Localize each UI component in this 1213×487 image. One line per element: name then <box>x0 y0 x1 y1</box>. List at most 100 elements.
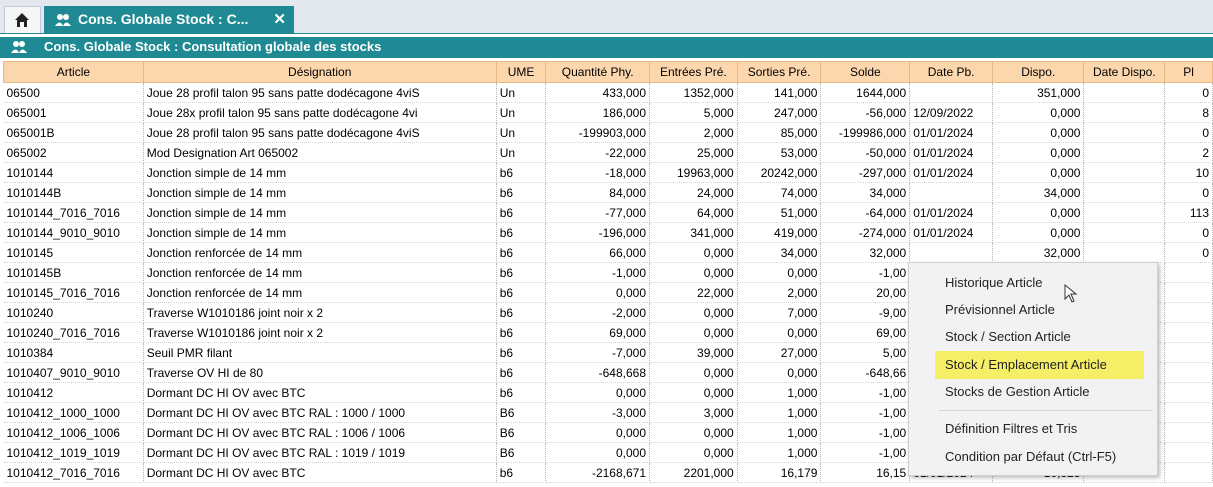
table-cell <box>1083 162 1166 183</box>
table-cell: 0,000 <box>649 362 738 383</box>
table-cell: B6 <box>496 442 547 463</box>
table-cell <box>1164 302 1213 323</box>
table-cell: Un <box>496 102 547 123</box>
table-cell: 1010144B <box>3 182 144 203</box>
menu-item[interactable]: Stock / Section Article <box>945 329 1071 344</box>
table-cell: 01/01/2024 <box>909 142 994 163</box>
table-row[interactable]: 1010145B Jonction renforcée de 14 mm b6 -1,… <box>3 262 1213 283</box>
table-cell: 0,000 <box>737 262 822 283</box>
table-cell: b6 <box>496 242 547 263</box>
table-row[interactable]: 065002 Mod Designation Art 065002 Un -22,00… <box>3 142 1213 163</box>
table-cell: Traverse OV HI de 80 <box>143 362 497 383</box>
close-tab[interactable]: ✕ <box>273 11 286 28</box>
table-cell: Un <box>496 142 547 163</box>
table-cell: 34,000 <box>820 182 911 203</box>
column-header[interactable]: Entrées Pré. <box>649 61 738 83</box>
table-cell: 351,000 <box>992 82 1085 103</box>
table-cell: Dormant DC HI OV avec BTC RAL : 1006 / 1… <box>143 422 497 443</box>
table-row[interactable]: 1010144_9010_9010 Jonction simple de 14 m… <box>3 222 1213 243</box>
table-cell <box>909 242 994 263</box>
table-row[interactable]: 065001B Joue 28 profil talon 95 sans patt… <box>3 122 1213 143</box>
table-cell <box>1164 282 1213 303</box>
table-cell: 065002 <box>3 142 144 163</box>
table-cell: 1,000 <box>737 382 822 403</box>
table-cell: -196,000 <box>545 222 650 243</box>
menu-highlight <box>935 351 1144 379</box>
column-header[interactable]: Quantité Phy. <box>545 61 650 83</box>
table-cell: 0,000 <box>649 422 738 443</box>
table-row[interactable]: 1010412_1006_1006 Dormant DC HI OV avec B… <box>3 422 1213 443</box>
table-cell: 0 <box>1164 242 1213 263</box>
column-header[interactable]: Solde <box>820 61 911 83</box>
table-cell: 2 <box>1164 142 1213 163</box>
table-cell: 0,000 <box>992 142 1085 163</box>
table-cell: Joue 28 profil talon 95 sans patte dodéc… <box>143 122 497 143</box>
table-cell: 0,000 <box>649 442 738 463</box>
table-cell: 20,00 <box>820 282 911 303</box>
menu-item[interactable]: Stock / Emplacement Article <box>945 357 1107 372</box>
table-cell <box>1083 102 1166 123</box>
table-cell: -1,00 <box>820 382 911 403</box>
table-cell: 0 <box>1164 222 1213 243</box>
column-header[interactable]: UME <box>495 61 547 83</box>
table-row[interactable]: 1010144_7016_7016 Jonction simple de 14 m… <box>3 202 1213 223</box>
window-icon <box>11 41 27 53</box>
table-cell: 2,000 <box>649 122 738 143</box>
table-row[interactable]: 1010144B Jonction simple de 14 mm b6 84,000… <box>3 182 1213 203</box>
column-header[interactable]: Date Dispo. <box>1083 61 1166 83</box>
table-cell: 065001B <box>3 122 144 143</box>
table-cell: 2,000 <box>737 282 822 303</box>
table-cell: -297,000 <box>820 162 911 183</box>
column-header[interactable]: Sorties Pré. <box>736 61 822 83</box>
table-cell <box>909 82 994 103</box>
menu-item[interactable]: Définition Filtres et Tris <box>945 421 1078 436</box>
table-cell: 5,000 <box>649 102 738 123</box>
table-cell <box>1083 122 1166 143</box>
table-cell: Un <box>496 82 547 103</box>
tab-label: Cons. Globale Stock : C... <box>78 11 249 27</box>
table-cell: b6 <box>496 342 547 363</box>
table-cell: -199986,000 <box>820 122 911 143</box>
column-header[interactable]: Désignation <box>142 61 497 83</box>
table-row[interactable]: 065001 Joue 28x profil talon 95 sans patt… <box>3 102 1213 123</box>
table-cell: 433,000 <box>545 82 650 103</box>
table-cell: b6 <box>496 302 547 323</box>
table-row[interactable]: 06500 Joue 28 profil talon 95 sans patte … <box>3 82 1213 103</box>
table-cell: 1010145B <box>3 262 144 283</box>
table-cell: -2168,671 <box>545 462 650 483</box>
table-cell: 1010407_9010_9010 <box>3 362 144 383</box>
table-cell: Joue 28x profil talon 95 sans patte dodé… <box>143 102 497 123</box>
table-cell <box>1083 142 1166 163</box>
table-cell: -9,00 <box>820 302 911 323</box>
menu-item[interactable]: Historique Article <box>945 275 1043 290</box>
table-cell: 1644,000 <box>820 82 911 103</box>
table-cell <box>1164 262 1213 283</box>
table-cell: 01/01/2024 <box>909 122 994 143</box>
column-header[interactable]: Pl <box>1164 61 1213 83</box>
column-header[interactable]: Dispo. <box>992 61 1085 83</box>
table-cell: 69,000 <box>545 322 650 343</box>
table-cell: 1010384 <box>3 342 144 363</box>
menu-item[interactable]: Stocks de Gestion Article <box>945 384 1090 399</box>
table-cell: 64,000 <box>649 202 738 223</box>
table-cell: 84,000 <box>545 182 650 203</box>
table-cell <box>1083 202 1166 223</box>
column-header[interactable]: Date Pb. <box>909 61 994 83</box>
active-tab[interactable]: Cons. Globale Stock : C... ✕ <box>44 6 294 34</box>
table-cell <box>1164 402 1213 423</box>
table-cell: 74,000 <box>737 182 822 203</box>
table-row[interactable]: 1010145 Jonction renforcée de 14 mm b6 66,0… <box>3 242 1213 263</box>
table-cell: 1010144_9010_9010 <box>3 222 144 243</box>
table-cell: 0,000 <box>737 362 822 383</box>
table-cell: -64,000 <box>820 202 911 223</box>
menu-item[interactable]: Prévisionnel Article <box>945 302 1055 317</box>
column-header[interactable]: Article <box>3 61 144 83</box>
table-cell: b6 <box>496 382 547 403</box>
home-tab[interactable] <box>4 6 41 33</box>
table-cell: 16,179 <box>737 462 822 483</box>
table-cell: 1352,000 <box>649 82 738 103</box>
menu-item[interactable]: Condition par Défaut (Ctrl-F5) <box>945 449 1117 464</box>
table-row[interactable]: 1010144 Jonction simple de 14 mm b6 -18,000… <box>3 162 1213 183</box>
table-cell <box>1164 342 1213 363</box>
table-cell: 065001 <box>3 102 144 123</box>
